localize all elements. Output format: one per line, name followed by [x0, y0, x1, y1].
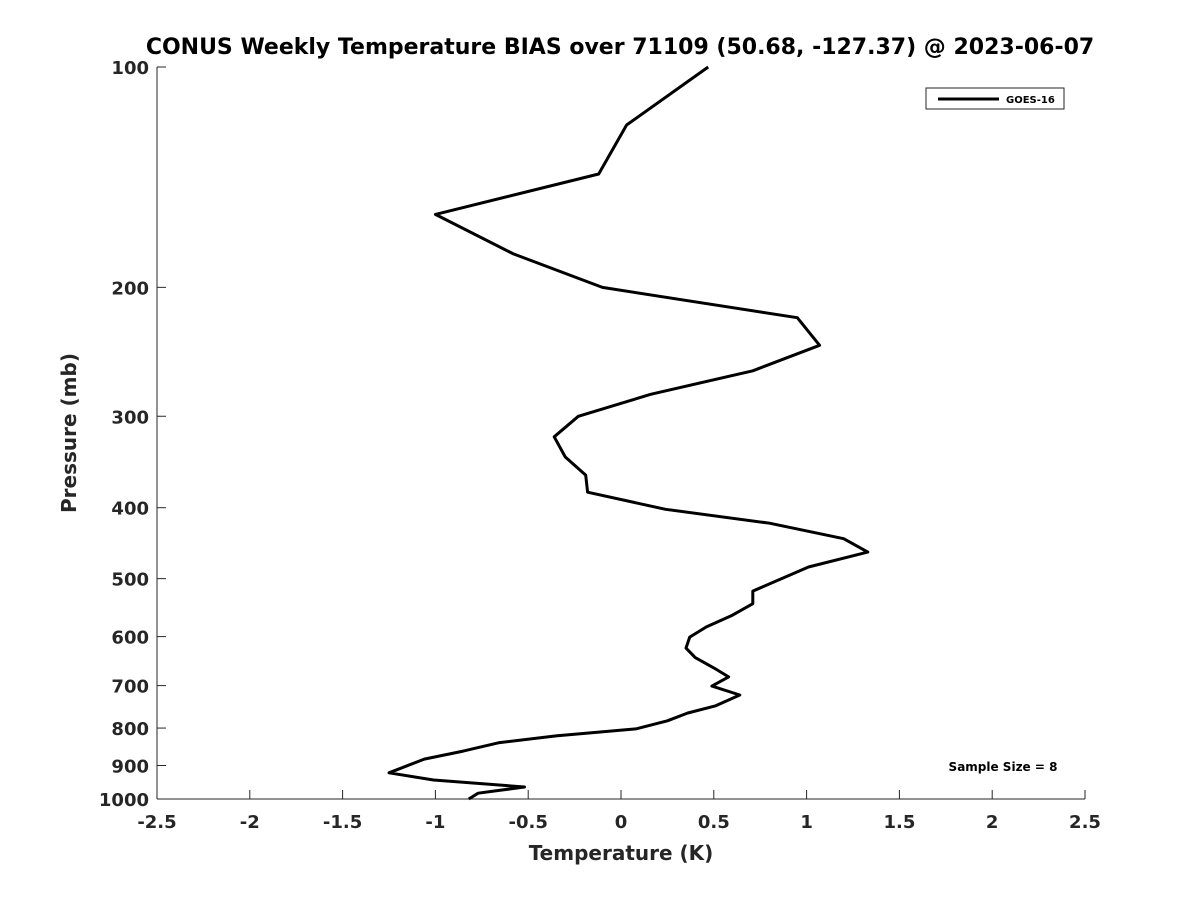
legend: GOES-16 — [925, 87, 1065, 110]
legend-label-goes-16: GOES-16 — [1006, 95, 1055, 106]
x-tick-label: -1 — [425, 812, 445, 833]
y-tick-label: 1000 — [99, 790, 149, 811]
x-tick-label: 0 — [615, 812, 628, 833]
y-tick-label: 800 — [111, 719, 149, 740]
x-tick-label: 2 — [986, 812, 999, 833]
y-tick-label: 500 — [111, 570, 149, 591]
y-tick-label: 300 — [111, 407, 149, 428]
series-line-goes-16 — [387, 65, 870, 801]
x-tick-label: 2.5 — [1069, 812, 1101, 833]
x-tick-label: -2 — [240, 812, 260, 833]
y-tick-label: 100 — [111, 58, 149, 79]
chart-title: CONUS Weekly Temperature BIAS over 71109… — [146, 35, 1094, 60]
y-tick-label: 200 — [111, 278, 149, 299]
sample-size-annotation: Sample Size = 8 — [949, 760, 1058, 774]
y-tick-label: 400 — [111, 499, 149, 520]
y-tick-label: 600 — [111, 628, 149, 649]
x-tick-label: 1.5 — [883, 812, 915, 833]
y-tick-label: 900 — [111, 757, 149, 778]
x-tick-label: -2.5 — [137, 812, 176, 833]
y-tick-label: 700 — [111, 677, 149, 698]
y-axis-label: Pressure (mb) — [57, 353, 81, 513]
axes — [156, 67, 1085, 800]
x-tick-label: 0.5 — [698, 812, 730, 833]
x-tick-label: 1 — [800, 812, 813, 833]
x-tick-label: -0.5 — [509, 812, 548, 833]
x-tick-label: -1.5 — [323, 812, 362, 833]
x-axis-label: Temperature (K) — [529, 841, 714, 865]
